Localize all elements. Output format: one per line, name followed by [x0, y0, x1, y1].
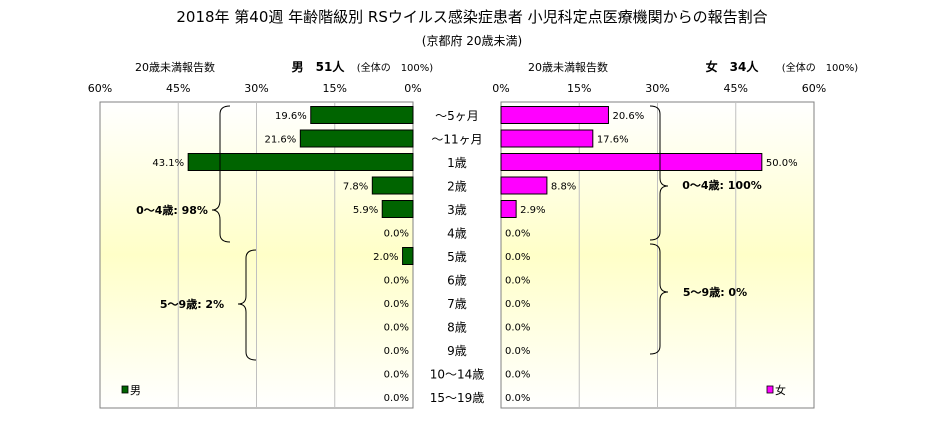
category-labels: ～5ヶ月 ～11ヶ月 1歳 2歳 3歳 4歳 5歳 6歳 7歳 8歳 9歳 10～14歳 15～19歳 [430, 109, 485, 405]
category-label: ～5ヶ月 [435, 109, 479, 123]
male-data-label: 43.1% [152, 158, 184, 169]
female-data-label: 0.0% [505, 346, 530, 357]
male-tick-label: 0% [404, 82, 421, 95]
male-bar [381, 200, 414, 218]
category-label: 15～19歳 [430, 391, 485, 405]
male-data-label: 0.0% [384, 370, 409, 381]
female-data-label: 17.6% [597, 135, 629, 146]
bars: 19.6% 20.6% 21.6% 17.6% 43.1% 50.0% 7.8% 8.8% 5.… [152, 106, 798, 404]
male-data-label: 0.0% [384, 323, 409, 334]
male-bar [371, 176, 414, 195]
female-data-label: 0.0% [505, 393, 530, 404]
axis-ticks: 60% 45% 30% 15% 0% 0% 15% 30% 45% 60% [88, 82, 826, 95]
male-tick-label: 15% [323, 82, 347, 95]
male-bar [402, 247, 414, 265]
category-label: 1歳 [447, 156, 467, 170]
female-bar [500, 153, 763, 171]
male-data-label: 7.8% [343, 182, 368, 193]
male-header: 男 51人 [292, 59, 346, 74]
female-data-label: 0.0% [505, 229, 530, 240]
female-data-label: 0.0% [505, 370, 530, 381]
male-bar [299, 129, 414, 148]
female-brace-5-9 [649, 243, 669, 355]
category-label: 7歳 [447, 297, 467, 311]
chart-title: 2018年 第40週 年齢階級別 RSウイルス感染症患者 小児科定点医療機関から… [176, 8, 767, 26]
male-axis-label: 20歳未満報告数 [135, 61, 215, 74]
male-data-label: 19.6% [275, 111, 307, 122]
female-tick-label: 45% [724, 82, 748, 95]
female-group-5-9: 5～9歳: 0% [683, 285, 747, 299]
female-data-label: 0.0% [505, 299, 530, 310]
female-data-label: 0.0% [505, 252, 530, 263]
female-tick-label: 60% [802, 82, 826, 95]
category-label: 10～14歳 [430, 368, 485, 382]
female-legend-swatch [766, 385, 774, 394]
category-label: 4歳 [447, 227, 467, 241]
female-data-label: 0.0% [505, 276, 530, 287]
category-label: 5歳 [447, 250, 467, 264]
male-legend-swatch [121, 385, 129, 394]
male-data-label: 5.9% [353, 205, 378, 216]
male-header-note: (全体の 100%) [357, 61, 433, 74]
female-group-0-4: 0～4歳: 100% [682, 178, 762, 192]
male-bar [310, 106, 414, 124]
male-bar [187, 153, 414, 171]
male-brace-5-9 [237, 249, 257, 361]
category-label: 6歳 [447, 274, 467, 288]
category-label: 9歳 [447, 344, 467, 358]
category-label: 2歳 [447, 180, 467, 194]
category-label: ～11ヶ月 [431, 133, 482, 147]
female-tick-label: 15% [567, 82, 591, 95]
male-data-label: 0.0% [384, 276, 409, 287]
female-bar [500, 106, 609, 124]
female-data-label: 2.9% [520, 205, 545, 216]
female-data-label: 20.6% [612, 111, 644, 122]
male-tick-label: 30% [244, 82, 268, 95]
female-tick-label: 30% [645, 82, 669, 95]
female-brace-0-4 [649, 105, 669, 241]
male-tick-label: 45% [166, 82, 190, 95]
male-legend-label: 男 [130, 384, 141, 397]
category-label: 3歳 [447, 203, 467, 217]
male-brace-0-4 [211, 105, 231, 243]
male-data-label: 0.0% [384, 346, 409, 357]
chart-subtitle: (京都府 20歳未満) [422, 33, 522, 48]
female-bar [500, 129, 594, 148]
male-data-label: 0.0% [384, 299, 409, 310]
female-data-label: 8.8% [551, 182, 576, 193]
female-bar [500, 200, 517, 218]
male-group-5-9: 5～9歳: 2% [160, 297, 224, 311]
female-header: 女 34人 [706, 59, 760, 74]
female-bar [500, 176, 548, 195]
female-legend-label: 女 [775, 383, 786, 397]
female-data-label: 0.0% [505, 323, 530, 334]
male-data-label: 0.0% [384, 229, 409, 240]
male-group-0-4: 0～4歳: 98% [136, 203, 208, 217]
male-data-label: 21.6% [265, 135, 297, 146]
male-tick-label: 60% [88, 82, 112, 95]
category-label: 8歳 [447, 321, 467, 335]
female-data-label: 50.0% [766, 158, 798, 169]
male-data-label: 0.0% [384, 393, 409, 404]
female-tick-label: 0% [492, 82, 509, 95]
female-axis-label: 20歳未満報告数 [528, 61, 608, 74]
female-header-note: (全体の 100%) [782, 61, 858, 74]
male-data-label: 2.0% [373, 252, 398, 263]
